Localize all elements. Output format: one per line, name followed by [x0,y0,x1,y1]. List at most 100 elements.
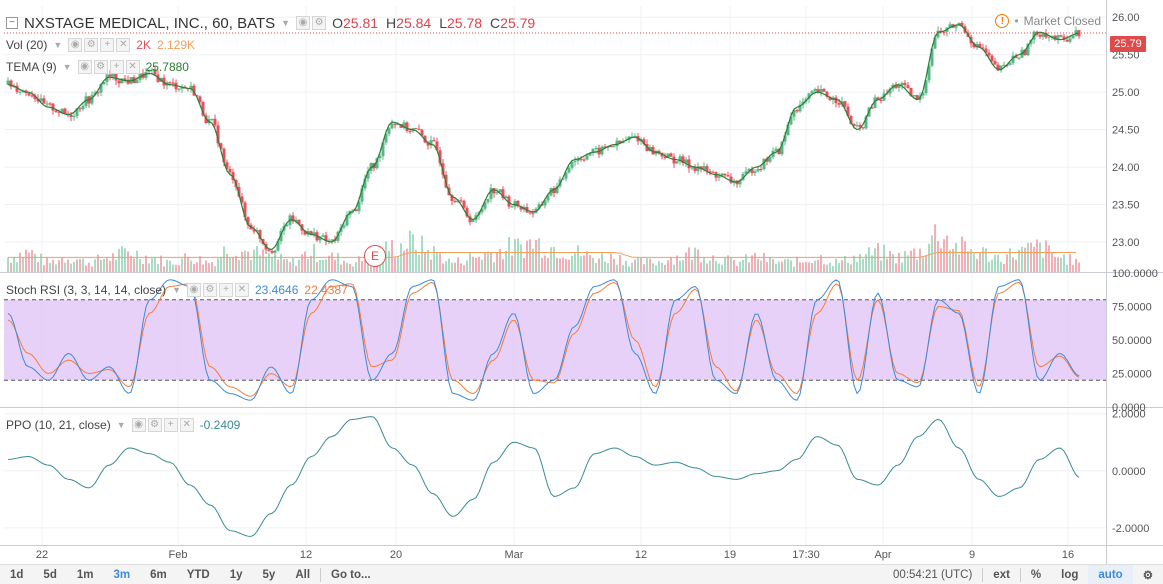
volume-bar [553,246,555,272]
candle-body [177,88,181,90]
volume-bar [523,257,525,272]
volume-bar [199,256,201,272]
plus-icon[interactable]: + [219,283,233,297]
volume-bar [247,251,249,272]
chevron-down-icon[interactable]: ▼ [172,285,181,295]
time-tick-label: 20 [390,549,402,561]
candle-body [768,157,772,162]
auto-toggle[interactable]: auto [1088,564,1133,584]
candle-body [303,230,307,235]
volume-bar [181,258,183,272]
candle-body [927,65,931,81]
volume-bar [892,254,894,272]
volume-bar [16,262,18,272]
close-icon[interactable]: ✕ [235,283,249,297]
volume-bar [757,259,759,272]
range-5d[interactable]: 5d [43,568,57,581]
volume-bar [778,261,780,272]
chevron-down-icon[interactable]: ▼ [116,420,126,430]
volume-bar [328,255,330,272]
log-toggle[interactable]: log [1061,568,1079,581]
eye-icon[interactable]: ◉ [77,60,92,74]
volume-bar [253,249,255,272]
gear-icon[interactable]: ⚙ [93,60,108,74]
volume-bar [283,259,285,272]
volume-bar [862,258,864,272]
vol-label[interactable]: Vol (20) [6,38,48,52]
candle-body [228,168,232,173]
volume-bar [340,264,342,272]
chevron-down-icon[interactable]: ▼ [281,18,291,28]
stoch-buttons: ◉ ⚙ + ✕ [187,283,249,297]
chart-svg[interactable]: 26.00 25.50 25.00 24.50 24.00 23.50 23.00 100.0… [0,0,1163,564]
eye-icon[interactable]: ◉ [131,418,146,432]
volume-bar [622,265,624,272]
volume-bar [688,247,690,272]
range-1m[interactable]: 1m [76,568,94,581]
range-1y[interactable]: 1y [229,568,243,581]
candle-body [825,91,829,97]
time-tick-label: 22 [36,549,48,561]
volume-bar [925,255,927,272]
candle-body [192,85,196,96]
plus-icon[interactable]: + [109,60,124,74]
volume-bar [427,249,429,272]
range-5y[interactable]: 5y [262,568,276,581]
earnings-marker[interactable]: E [364,245,386,267]
candle-body [990,55,994,62]
gear-icon[interactable]: ⚙ [84,38,99,52]
volume-bar [1033,246,1035,272]
range-1d[interactable]: 1d [10,568,24,581]
candle-body [462,200,466,208]
range-6m[interactable]: 6m [150,568,167,581]
gear-icon[interactable]: ⚙ [1142,569,1153,582]
volume-bar [901,262,903,272]
tema-label[interactable]: TEMA (9) [6,60,57,74]
collapse-legend-button[interactable]: − [6,17,18,29]
candle-body [135,80,139,84]
goto-button[interactable]: Go to... [331,568,371,581]
candle-body [1011,55,1015,64]
volume-bar [202,264,204,272]
range-3m[interactable]: 3m [113,568,131,581]
volume-bar [727,255,729,272]
symbol-title[interactable]: NXSTAGE MEDICAL, INC., 60, BATS [24,14,276,32]
volume-bar [325,259,327,272]
gear-icon[interactable]: ⚙ [203,283,217,297]
ppo-label[interactable]: PPO (10, 21, close) [6,418,111,432]
eye-icon[interactable]: ◉ [187,283,201,297]
close-icon[interactable]: ✕ [179,418,194,432]
chevron-down-icon[interactable]: ▼ [62,62,72,72]
range-ytd[interactable]: YTD [186,568,210,581]
volume-bar [679,260,681,272]
candle-body [180,86,184,89]
ext-toggle[interactable]: ext [993,568,1010,581]
candle-body [603,146,607,148]
volume-bar [250,259,252,272]
percent-toggle[interactable]: % [1030,568,1042,581]
plus-icon[interactable]: + [163,418,178,432]
eye-icon[interactable]: ◉ [296,16,311,30]
volume-bar [121,246,123,272]
gear-icon[interactable]: ⚙ [312,16,327,30]
range-all[interactable]: All [295,568,311,581]
candle-body [81,106,85,110]
chevron-down-icon[interactable]: ▼ [53,40,63,50]
volume-bar [496,252,498,272]
eye-icon[interactable]: ◉ [68,38,83,52]
candle-body [981,47,985,49]
time-tick-label: Feb [169,549,188,561]
candle-body [51,103,55,111]
volume-bar [742,260,744,272]
warning-icon[interactable]: ! [995,14,1010,28]
candle-body [429,140,433,146]
close-icon[interactable]: ✕ [116,38,131,52]
gear-icon[interactable]: ⚙ [147,418,162,432]
plus-icon[interactable]: + [100,38,115,52]
candle-body [1038,34,1042,37]
volume-bar [595,263,597,272]
close-icon[interactable]: ✕ [125,60,140,74]
stoch-label[interactable]: Stoch RSI (3, 3, 14, 14, close) [6,283,167,297]
volume-bar [604,261,606,272]
volume-bar [115,259,117,272]
